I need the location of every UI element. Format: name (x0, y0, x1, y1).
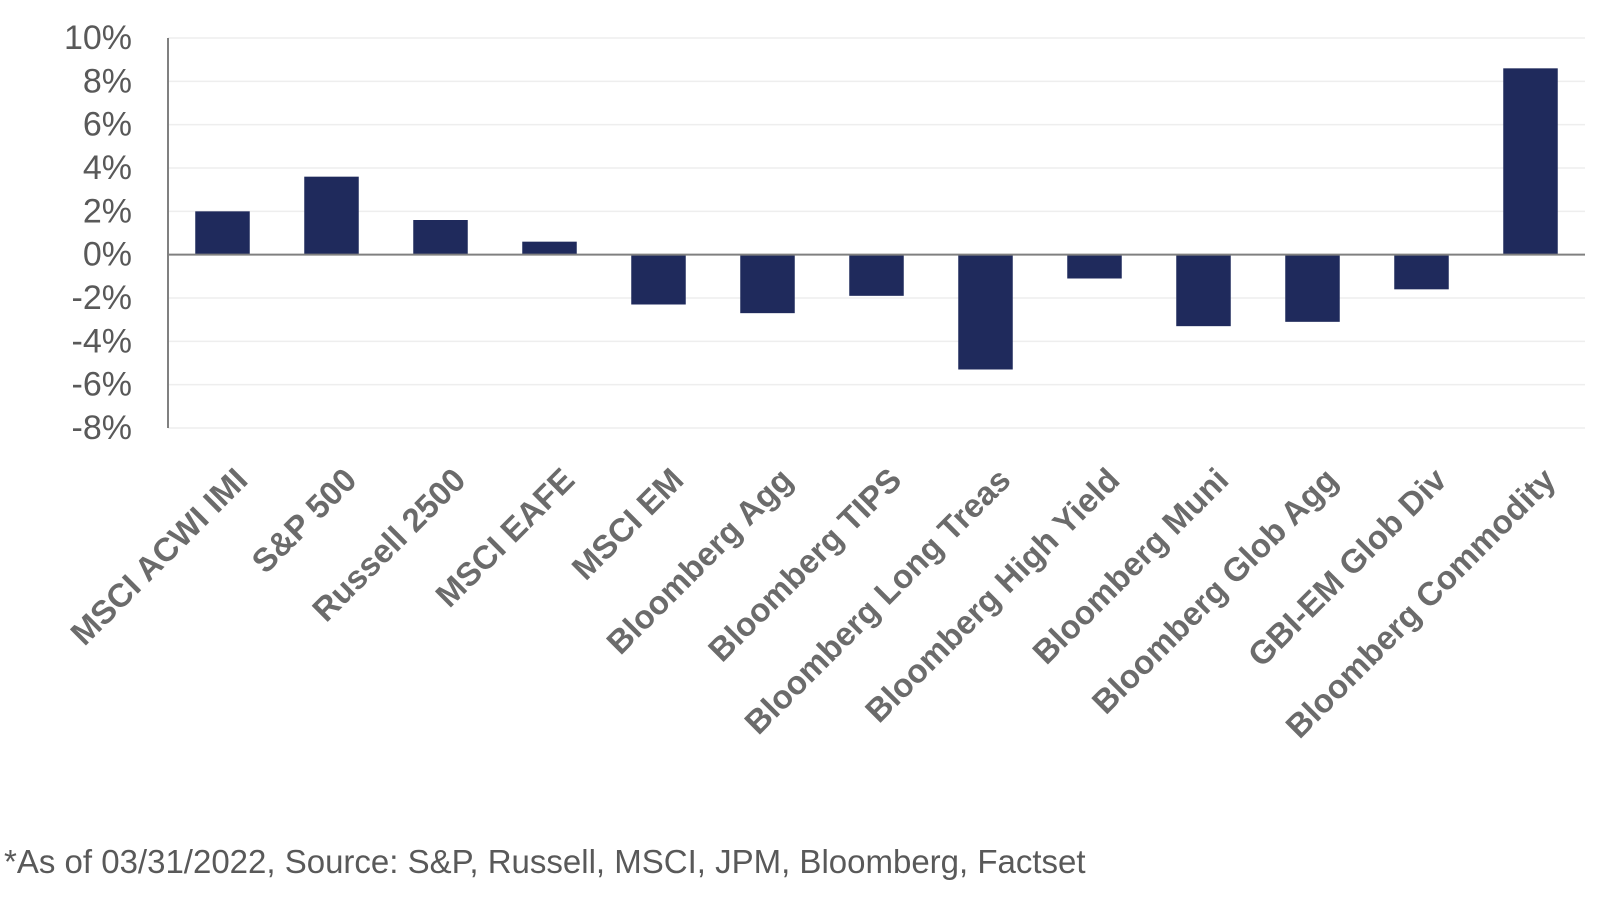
x-category-label: GBI-EM Glob Div (1241, 460, 1454, 673)
bar (1503, 68, 1558, 255)
y-tick-label: 2% (83, 192, 132, 230)
y-tick-label: 6% (83, 106, 132, 144)
bar (413, 220, 468, 255)
bar (631, 254, 686, 305)
y-tick-label: -4% (72, 322, 132, 360)
bar (958, 254, 1013, 370)
x-category-label: Bloomberg Muni (1025, 461, 1235, 671)
bar (849, 254, 904, 296)
axes (167, 38, 1585, 428)
x-category-label: Bloomberg Agg (599, 461, 799, 661)
bar (195, 211, 250, 255)
y-tick-label: -2% (72, 279, 132, 317)
bar (1285, 254, 1340, 322)
bar (304, 176, 359, 255)
y-axis-tick-labels: 10% 8% 6% 4% 2% 0% -2% -4% -6% -8% (64, 19, 132, 447)
y-tick-label: 0% (83, 236, 132, 274)
y-tick-label: -6% (72, 366, 132, 404)
y-tick-label: 4% (83, 149, 132, 187)
x-category-label: MSCI ACWI IMI (63, 461, 254, 652)
bar (740, 254, 795, 314)
y-tick-label: 8% (83, 62, 132, 100)
bar (1176, 254, 1231, 327)
source-footnote: *As of 03/31/2022, Source: S&P, Russell,… (4, 843, 1086, 880)
bar (1067, 254, 1122, 279)
bar (1394, 254, 1449, 290)
y-tick-label: 10% (64, 19, 132, 57)
gridlines (168, 37, 1585, 429)
y-tick-label: -8% (72, 409, 132, 447)
bar (522, 241, 577, 255)
bars (195, 68, 1558, 370)
x-category-label: Bloomberg TIPS (701, 461, 909, 669)
